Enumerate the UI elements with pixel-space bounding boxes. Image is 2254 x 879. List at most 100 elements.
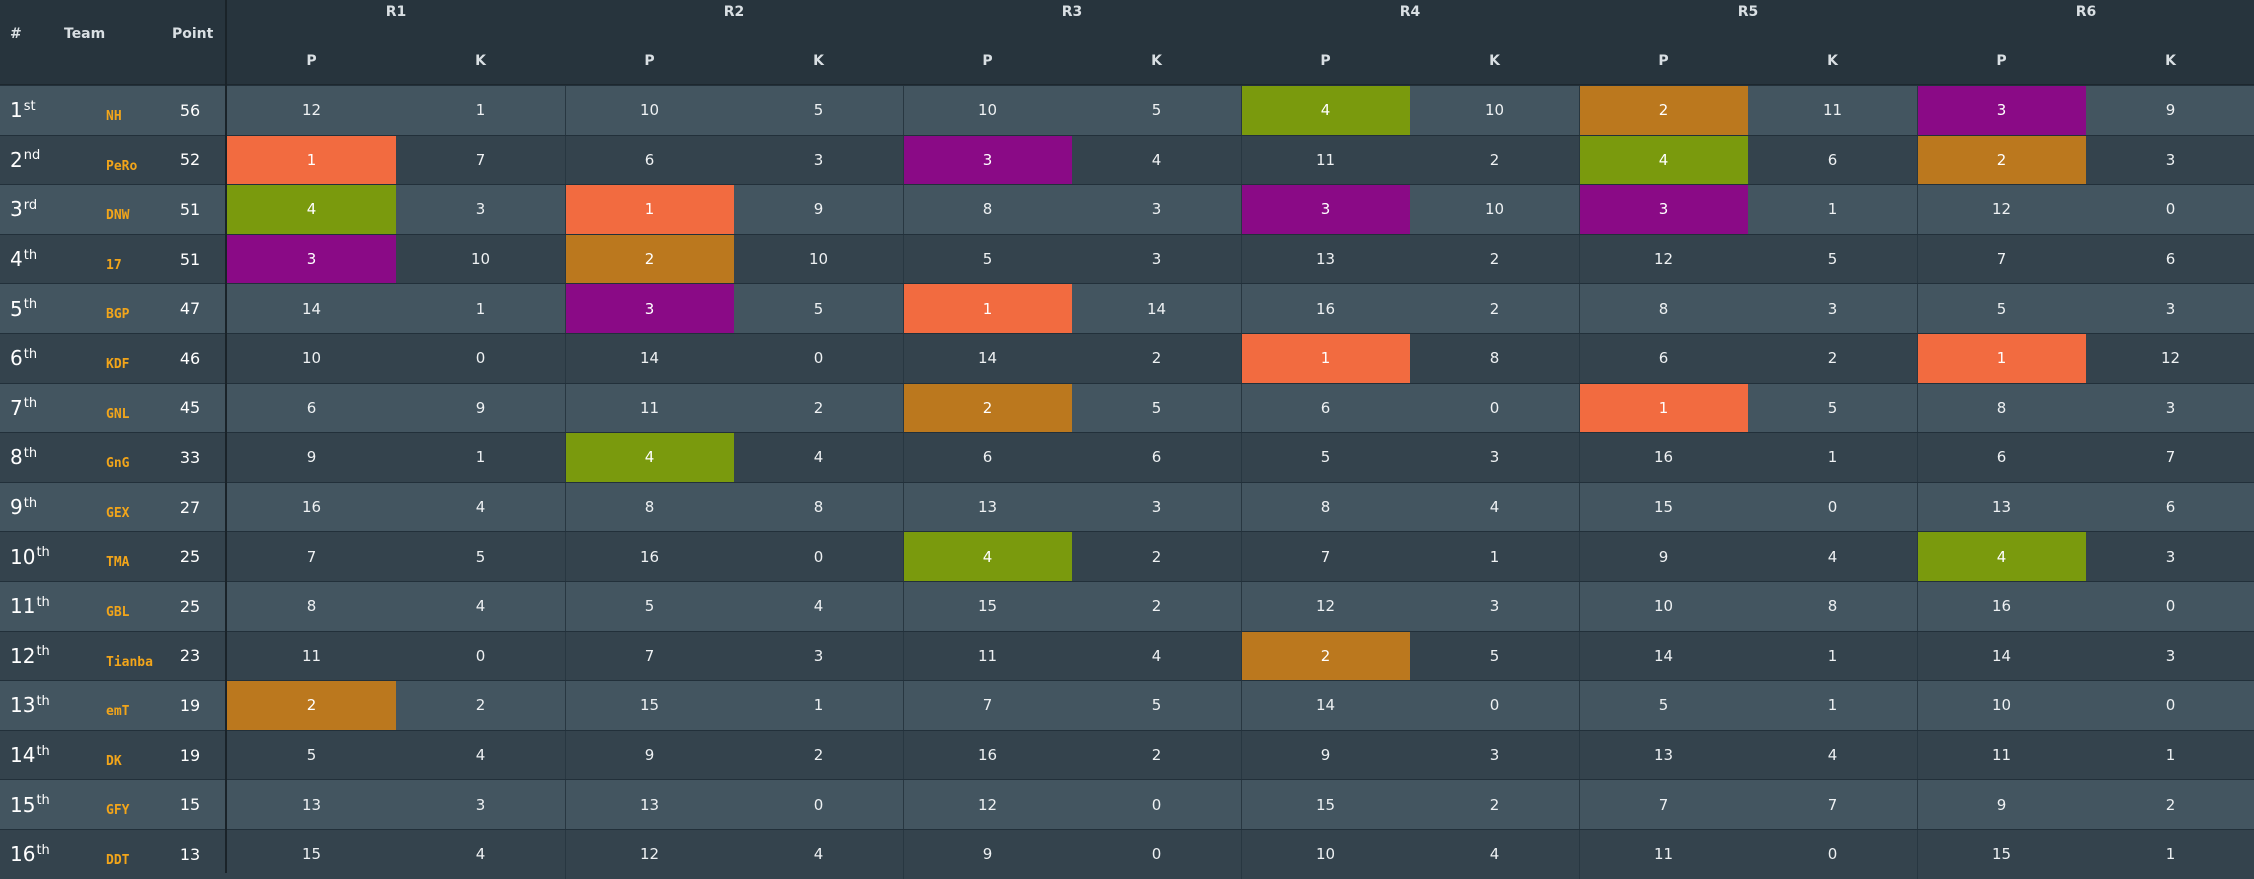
placement-cell: 1 — [227, 135, 396, 185]
round-divider — [1917, 234, 1918, 284]
kills-cell: 0 — [813, 349, 824, 368]
placement-cell: 16 — [301, 498, 322, 517]
placement-cell: 12 — [1315, 597, 1336, 616]
p-column-header: P — [306, 53, 317, 69]
round-divider — [1917, 482, 1918, 532]
round-divider — [565, 334, 566, 383]
kills-cell: 5 — [475, 547, 486, 566]
team-points: 27 — [179, 497, 201, 517]
rank-suffix: th — [23, 495, 38, 511]
round-divider — [1579, 730, 1580, 780]
team-points: 19 — [179, 695, 201, 715]
placement-cell: 6 — [1658, 349, 1669, 368]
kills-cell: 1 — [1827, 448, 1838, 467]
kills-cell: 0 — [475, 646, 486, 665]
placement-cell: 2 — [903, 383, 1072, 433]
rank-number: 15 — [10, 792, 36, 817]
placement-cell: 5 — [1658, 696, 1669, 715]
placement-cell: 2 — [1917, 135, 2086, 185]
round-divider — [565, 284, 566, 333]
placement-cell: 12 — [639, 845, 660, 864]
team-points: 46 — [179, 348, 201, 368]
round-divider — [1241, 383, 1242, 433]
placement-cell: 10 — [1315, 845, 1336, 864]
rank-suffix: th — [23, 346, 38, 362]
kills-cell: 9 — [813, 200, 824, 219]
kills-cell: 2 — [1151, 746, 1162, 765]
team-points: 51 — [179, 199, 201, 219]
kills-cell: 6 — [1827, 150, 1838, 169]
round-divider — [1241, 135, 1242, 185]
kills-cell: 2 — [2165, 795, 2176, 814]
team-name: BGP — [106, 307, 130, 323]
kills-cell: 4 — [475, 845, 486, 864]
round-divider — [903, 185, 904, 234]
kills-cell: 1 — [1827, 696, 1838, 715]
round-divider — [565, 582, 566, 631]
kills-cell: 2 — [475, 696, 486, 715]
round-divider — [1241, 532, 1242, 581]
round-divider — [565, 681, 566, 730]
placement-cell: 16 — [639, 547, 660, 566]
placement-cell: 12 — [1653, 250, 1674, 269]
kills-cell: 4 — [813, 597, 824, 616]
kills-cell: 4 — [1489, 498, 1500, 517]
rank-suffix: th — [23, 445, 38, 461]
placement-cell: 6 — [306, 398, 317, 417]
round-divider — [903, 532, 904, 581]
placement-cell: 9 — [644, 746, 655, 765]
team-name: DDT — [106, 853, 130, 868]
placement-cell: 13 — [301, 795, 322, 814]
placement-cell: 9 — [306, 448, 317, 467]
kills-cell: 5 — [1151, 696, 1162, 715]
kills-cell: 2 — [1489, 250, 1500, 269]
placement-cell: 14 — [977, 349, 998, 368]
kills-cell: 6 — [1151, 448, 1162, 467]
placement-cell: 5 — [1996, 299, 2007, 318]
round-divider — [1579, 135, 1580, 185]
placement-cell: 14 — [1991, 646, 2012, 665]
placement-cell: 8 — [306, 597, 317, 616]
round-divider — [565, 185, 566, 234]
kills-cell: 6 — [2165, 498, 2176, 517]
p-column-header: P — [1320, 53, 1331, 69]
k-column-header: K — [1827, 53, 1838, 69]
team-name: GEX — [106, 505, 130, 521]
kills-cell: 4 — [1151, 150, 1162, 169]
k-column-header: K — [475, 53, 486, 69]
kills-cell: 5 — [1827, 250, 1838, 269]
round-divider — [1579, 86, 1580, 135]
kills-cell: 3 — [1151, 498, 1162, 517]
rank-number: 12 — [10, 643, 36, 668]
round-divider — [1917, 383, 1918, 433]
round-divider — [1917, 433, 1918, 482]
rank-suffix: th — [23, 247, 38, 263]
rank-number: 9 — [10, 495, 23, 520]
kills-cell: 4 — [1827, 547, 1838, 566]
placement-cell: 6 — [644, 150, 655, 169]
kills-cell: 1 — [813, 696, 824, 715]
round-divider — [903, 830, 904, 879]
rank-suffix: th — [36, 545, 50, 561]
placement-cell: 1 — [1917, 334, 2086, 383]
